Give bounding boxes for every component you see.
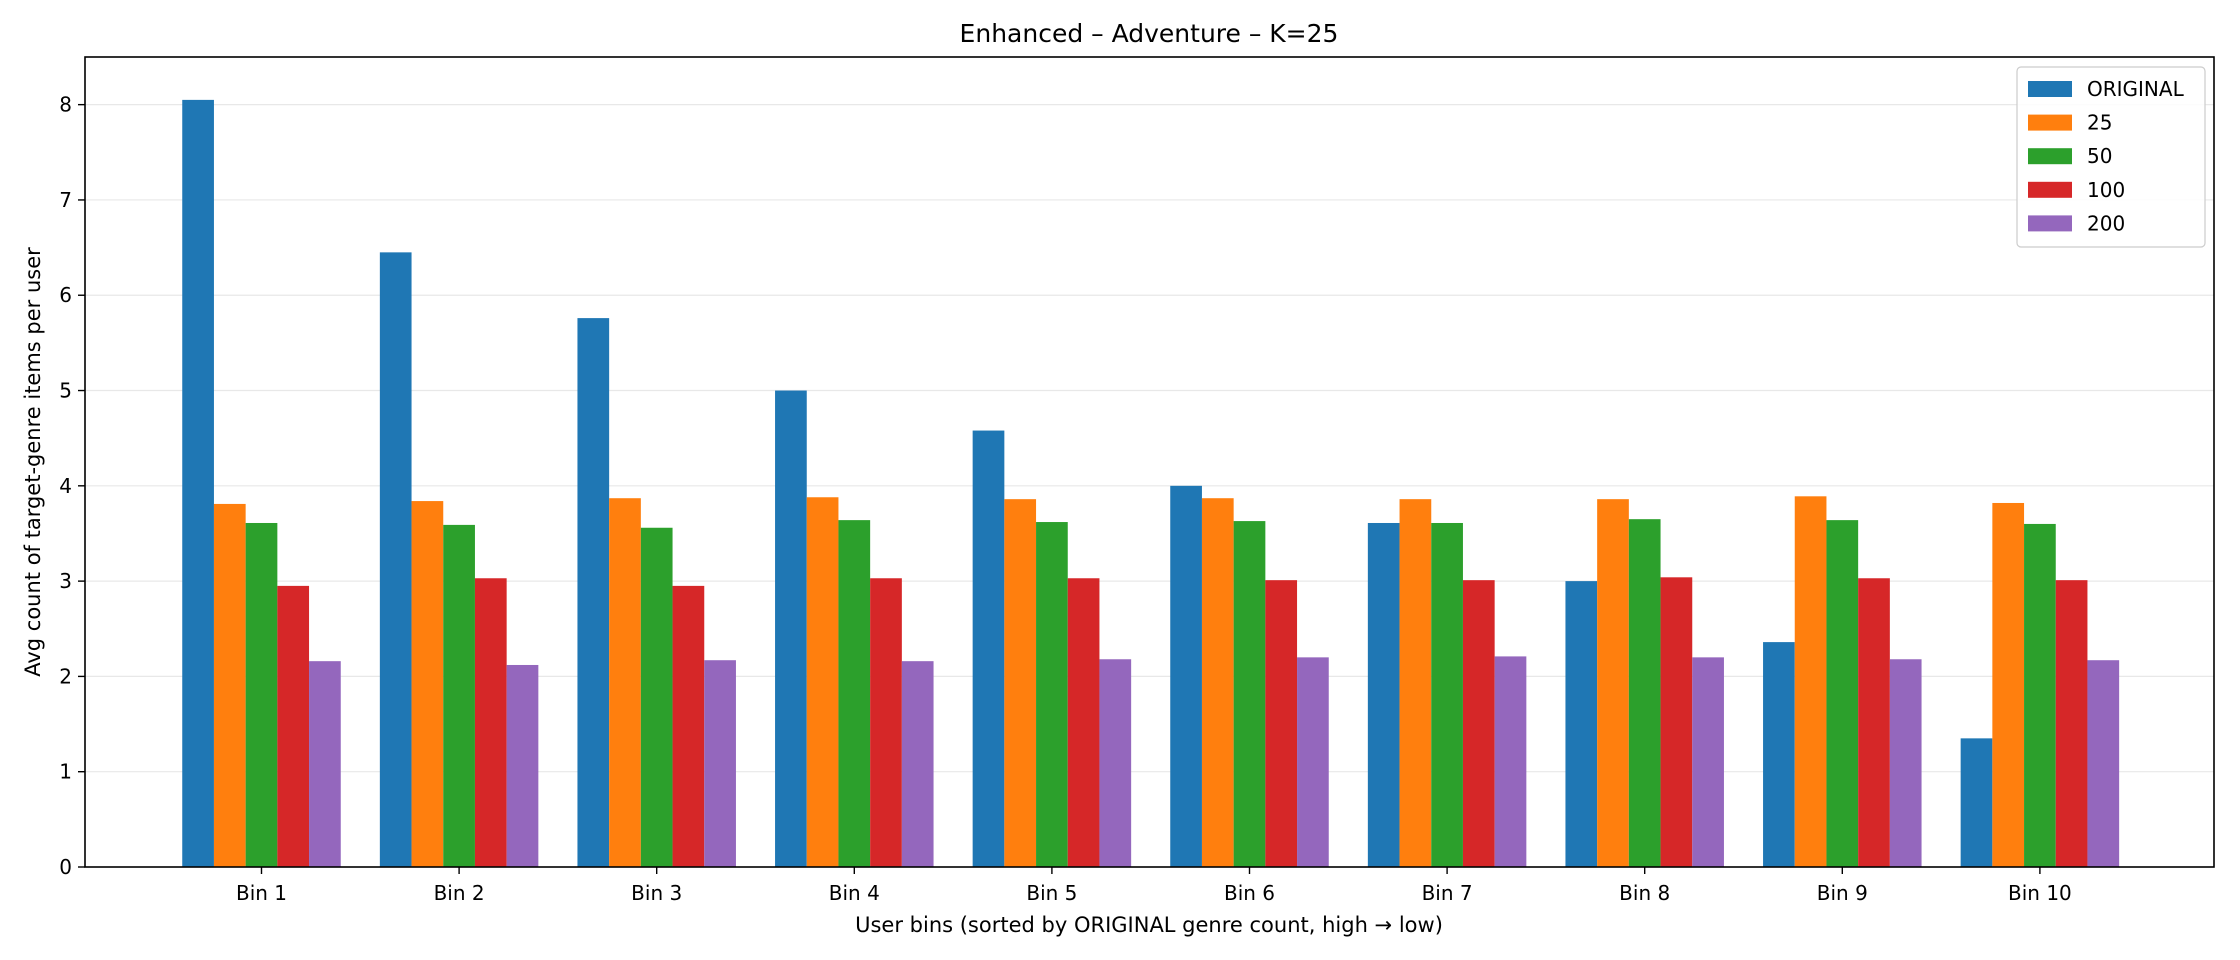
chart-title: Enhanced – Adventure – K=25 <box>960 19 1339 48</box>
legend-swatch <box>2028 181 2072 198</box>
legend-box <box>2016 66 2206 248</box>
bar-200-bin-9 <box>1889 659 1922 867</box>
bar-100-bin-6 <box>1265 580 1298 867</box>
y-tick-label: 8 <box>59 93 72 117</box>
bar-50-bin-9 <box>1826 520 1859 867</box>
bar-original-bin-3 <box>577 318 610 867</box>
bar-50-bin-2 <box>443 524 475 867</box>
bar-100-bin-8 <box>1660 577 1693 867</box>
bar-200-bin-8 <box>1692 657 1724 867</box>
bar-original-bin-2 <box>379 252 412 868</box>
bar-25-bin-1 <box>213 503 246 867</box>
y-tick-label: 0 <box>59 855 72 879</box>
bar-100-bin-3 <box>672 585 705 867</box>
x-tick-label: Bin 5 <box>1026 881 1077 905</box>
bar-25-bin-3 <box>609 498 641 867</box>
bar-200-bin-5 <box>1099 659 1132 867</box>
bar-50-bin-5 <box>1036 522 1068 867</box>
bar-25-bin-6 <box>1201 498 1234 867</box>
y-axis: 0 1 2 3 4 5 6 7 8 <box>59 93 85 879</box>
x-tick-label: Bin 1 <box>236 881 287 905</box>
bar-50-bin-10 <box>2024 523 2056 867</box>
y-tick-label: 6 <box>59 283 72 307</box>
bar-200-bin-6 <box>1297 657 1329 867</box>
bar-50-bin-4 <box>838 520 871 867</box>
bar-50-bin-8 <box>1628 519 1661 867</box>
y-tick-label: 1 <box>59 760 72 784</box>
bar-100-bin-2 <box>474 578 507 867</box>
legend-swatch <box>2028 148 2072 165</box>
legend-label: 50 <box>2087 144 2112 168</box>
plot-frame <box>84 56 2215 868</box>
y-tick-label: 7 <box>59 188 72 212</box>
bar-original-bin-4 <box>775 390 807 867</box>
bar-original-bin-5 <box>972 430 1005 867</box>
bar-50-bin-1 <box>245 522 278 867</box>
bar-original-bin-8 <box>1565 581 1598 867</box>
legend-label: 100 <box>2087 178 2125 202</box>
bar-50-bin-3 <box>640 527 673 867</box>
bar-original-bin-10 <box>1960 738 1993 867</box>
legend-swatch <box>2028 114 2072 131</box>
bar-200-bin-3 <box>704 660 736 867</box>
x-tick-label: Bin 10 <box>2008 881 2072 905</box>
x-tick-label: Bin 4 <box>829 881 880 905</box>
x-tick-label: Bin 2 <box>434 881 485 905</box>
bar-original-bin-6 <box>1170 485 1202 867</box>
bar-25-bin-7 <box>1399 499 1432 867</box>
legend: ORIGINAL 25 50 100 200 <box>2016 66 2206 248</box>
legend-label: ORIGINAL <box>2087 77 2185 101</box>
bar-original-bin-9 <box>1763 642 1795 867</box>
bar-50-bin-6 <box>1233 521 1266 867</box>
y-tick-label: 3 <box>59 569 72 593</box>
bar-200-bin-4 <box>901 661 934 867</box>
bar-200-bin-10 <box>2087 660 2120 867</box>
x-tick-label: Bin 9 <box>1817 881 1868 905</box>
bar-100-bin-1 <box>277 585 310 867</box>
bar-50-bin-7 <box>1431 522 1463 867</box>
bar-25-bin-9 <box>1794 496 1827 867</box>
bar-25-bin-2 <box>411 501 444 867</box>
bar-200-bin-7 <box>1494 656 1527 867</box>
y-tick-label: 4 <box>59 474 72 498</box>
y-axis-label: Avg count of target-genre items per user <box>21 247 45 677</box>
bar-original-bin-1 <box>182 99 214 868</box>
bar-200-bin-1 <box>309 661 341 867</box>
bar-25-bin-10 <box>1992 502 2025 867</box>
bar-100-bin-7 <box>1462 580 1495 867</box>
y-tick-label: 2 <box>59 664 72 688</box>
x-axis: Bin 1 Bin 2 Bin 3 Bin 4 Bin 5 Bin 6 Bin 7 Bin 8… <box>236 867 2072 905</box>
legend-label: 200 <box>2087 211 2125 235</box>
legend-label: 25 <box>2087 111 2112 135</box>
bar-100-bin-9 <box>1858 578 1890 867</box>
x-axis-label: User bins (sorted by ORIGINAL genre coun… <box>855 913 1443 937</box>
x-tick-label: Bin 6 <box>1224 881 1275 905</box>
legend-swatch <box>2028 81 2072 97</box>
x-tick-label: Bin 8 <box>1619 881 1670 905</box>
bar-original-bin-7 <box>1367 522 1400 867</box>
bars <box>182 99 2120 868</box>
legend-swatch <box>2028 215 2072 232</box>
bar-25-bin-5 <box>1004 499 1037 867</box>
bar-100-bin-10 <box>2055 580 2088 867</box>
bar-25-bin-4 <box>806 497 839 867</box>
bar-100-bin-4 <box>870 578 902 867</box>
bar-100-bin-5 <box>1067 578 1100 867</box>
y-tick-label: 5 <box>59 379 72 403</box>
bar-200-bin-2 <box>506 664 539 867</box>
bar-25-bin-8 <box>1597 499 1629 867</box>
x-tick-label: Bin 7 <box>1422 881 1473 905</box>
x-tick-label: Bin 3 <box>631 881 682 905</box>
